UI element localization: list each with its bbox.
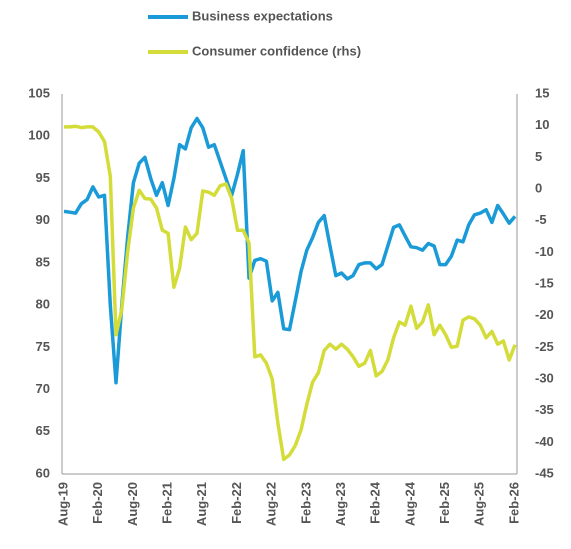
x-tick-label: Aug-22 [264,482,279,526]
y2-tick-label: 15 [535,85,549,100]
y2-tick-label: -30 [535,370,554,385]
series-line [64,124,517,462]
y2-tick-label: -40 [535,434,554,449]
x-tick-label: Feb-23 [298,482,313,524]
y2-tick-label: -25 [535,339,554,354]
series-line [63,116,517,385]
y2-tick-label: -15 [535,275,554,290]
legend-label: Business expectations [192,8,333,23]
y-tick-label: 105 [28,85,50,100]
y-tick-label: 100 [28,128,50,143]
y-tick-label: 75 [36,339,50,354]
x-tick-label: Feb-20 [90,482,105,524]
y2-tick-label: 5 [535,149,542,164]
y-tick-label: 60 [36,465,50,480]
x-tick-label: Aug-24 [402,481,417,526]
y2-tick-label: -5 [535,212,547,227]
y-tick-label: 95 [36,170,50,185]
y2-tick-label: -45 [535,465,554,480]
y2-tick-label: -10 [535,244,554,259]
y-tick-label: 70 [36,381,50,396]
y2-tick-label: 10 [535,117,549,132]
x-tick-label: Aug-25 [472,482,487,526]
y2-tick-label: 0 [535,180,542,195]
x-tick-label: Feb-24 [368,481,383,524]
y-tick-label: 85 [36,254,50,269]
x-tick-label: Aug-23 [333,482,348,526]
y2-tick-label: -20 [535,307,554,322]
y-tick-label: 80 [36,297,50,312]
y-tick-label: 90 [36,212,50,227]
y-tick-label: 65 [36,423,50,438]
x-tick-label: Aug-21 [194,482,209,526]
x-tick-label: Feb-22 [229,482,244,524]
y2-tick-label: -35 [535,402,554,417]
x-tick-label: Aug-19 [55,482,70,526]
x-tick-label: Feb-21 [160,482,175,524]
legend-label: Consumer confidence (rhs) [192,43,361,58]
x-tick-label: Aug-20 [125,482,140,526]
x-tick-label: Feb-25 [437,482,452,524]
x-tick-label: Feb-26 [506,482,521,524]
